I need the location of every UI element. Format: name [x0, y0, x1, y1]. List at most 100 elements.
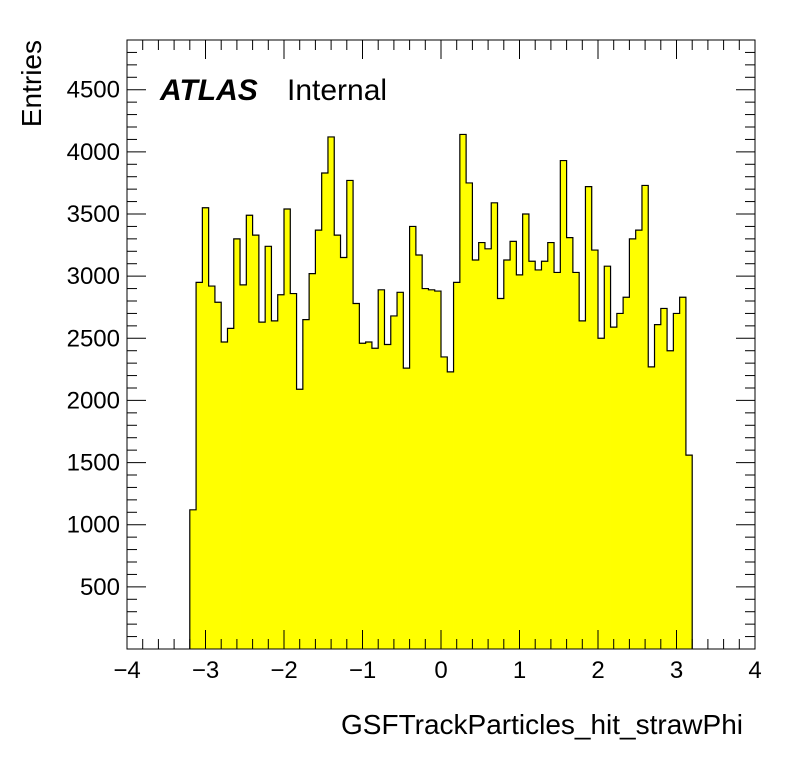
histogram-bin — [648, 366, 655, 649]
histogram-bin — [579, 320, 586, 649]
histogram-bin — [491, 202, 498, 650]
histogram-bin — [472, 259, 480, 649]
histogram-bin — [679, 297, 687, 649]
histogram-bin — [566, 237, 574, 649]
y-tick-label: 4500 — [67, 77, 120, 104]
histogram-bin — [673, 313, 681, 649]
histogram-bin — [321, 172, 329, 649]
histogram-bin — [510, 241, 517, 650]
histogram-bin — [629, 238, 637, 649]
y-tick-label: 1500 — [67, 450, 120, 477]
histogram-bin — [415, 255, 423, 649]
histogram-bin — [302, 319, 310, 649]
histogram-bin — [277, 294, 285, 649]
histogram-bin — [397, 292, 404, 649]
histogram-bin — [528, 261, 536, 649]
histogram-bin — [246, 215, 253, 649]
x-axis-title: GSFTrackParticles_hit_strawPhi — [341, 709, 743, 740]
histogram-bin — [667, 350, 674, 649]
histogram-bin — [334, 235, 341, 649]
histogram-bin — [497, 298, 505, 649]
histogram-bin — [290, 293, 297, 649]
histogram-bin — [202, 207, 210, 650]
y-tick-label: 2000 — [67, 387, 120, 414]
histogram-bin — [560, 160, 567, 650]
histogram-bin — [635, 230, 643, 649]
histogram-bin — [428, 289, 436, 649]
histogram-bin — [258, 322, 266, 649]
histogram-bin — [660, 308, 668, 649]
y-tick-label: 4000 — [67, 139, 120, 166]
histogram-bin — [453, 282, 461, 649]
histogram-bin — [623, 297, 630, 649]
histogram-bin — [365, 342, 373, 649]
histogram-bin — [434, 291, 442, 649]
y-tick-labels: 500 1000 1500 2000 2500 3000 3500 4000 4500 — [67, 77, 120, 601]
histogram-bin — [541, 261, 549, 649]
histogram-bin — [535, 269, 542, 649]
histogram-bin — [484, 248, 492, 650]
y-tick-label: 2500 — [67, 325, 120, 352]
histogram-bin — [616, 313, 624, 649]
histogram-bars — [189, 133, 693, 650]
histogram-bin — [478, 242, 486, 650]
histogram-bin — [547, 242, 555, 650]
plot-frame — [126, 39, 756, 650]
histogram-bin — [208, 286, 216, 649]
histogram-bin — [466, 182, 473, 649]
histogram-bin — [240, 284, 247, 649]
x-tick-labels: −4 −3 −2 −1 0 1 2 3 4 — [113, 657, 761, 684]
x-tick-label: −3 — [192, 657, 219, 684]
x-tick-label: 4 — [748, 657, 761, 684]
atlas-label: ATLAS — [159, 74, 258, 107]
y-tick-label: 500 — [80, 574, 120, 601]
histogram-bin — [378, 289, 385, 649]
x-tick-label: 1 — [513, 657, 526, 684]
histogram-bin — [516, 274, 524, 649]
histogram-bin — [271, 320, 279, 649]
histogram-outline — [189, 133, 693, 649]
histogram-bin — [296, 389, 304, 649]
histogram-bin — [221, 342, 228, 649]
histogram-bin — [554, 272, 561, 649]
x-tick-label: 0 — [434, 657, 447, 684]
histogram-bin — [422, 288, 429, 649]
x-tick-label: −2 — [270, 657, 297, 684]
histogram-bin — [654, 324, 662, 649]
histogram-bin — [572, 272, 580, 649]
x-tick-label: 2 — [591, 657, 604, 684]
histogram-bin — [346, 180, 354, 649]
histogram-bin — [189, 509, 197, 649]
histogram-bin — [585, 186, 593, 649]
y-tick-label: 1000 — [67, 512, 120, 539]
histogram-bin — [353, 303, 360, 649]
y-axis-title: Entries — [16, 40, 47, 127]
histogram-bin — [371, 348, 379, 649]
histogram-bin — [309, 273, 316, 649]
histogram-bin — [196, 282, 203, 649]
histogram-bin — [409, 226, 417, 649]
histogram-bin — [227, 328, 235, 649]
histogram-bin — [214, 302, 222, 649]
histogram-bin — [459, 134, 467, 649]
histogram-bin — [390, 315, 398, 649]
histogram-bin — [522, 214, 530, 649]
histogram-bin — [604, 266, 611, 649]
histogram-bin — [610, 327, 618, 649]
histogram-bin — [598, 338, 605, 649]
x-tick-label: 3 — [670, 657, 683, 684]
histogram-bin — [503, 259, 511, 649]
histogram-bin — [591, 250, 599, 650]
axis-ticks — [126, 39, 756, 650]
y-tick-label: 3500 — [67, 201, 120, 228]
histogram-bin — [284, 209, 291, 649]
histogram-bin — [403, 368, 410, 649]
x-tick-label: −1 — [349, 657, 376, 684]
histogram-bin — [359, 343, 367, 649]
histogram-bin — [265, 246, 272, 650]
y-tick-label: 3000 — [67, 263, 120, 290]
histogram-bin — [315, 230, 323, 649]
histogram-bin — [441, 356, 448, 649]
histogram-bin — [384, 344, 392, 649]
